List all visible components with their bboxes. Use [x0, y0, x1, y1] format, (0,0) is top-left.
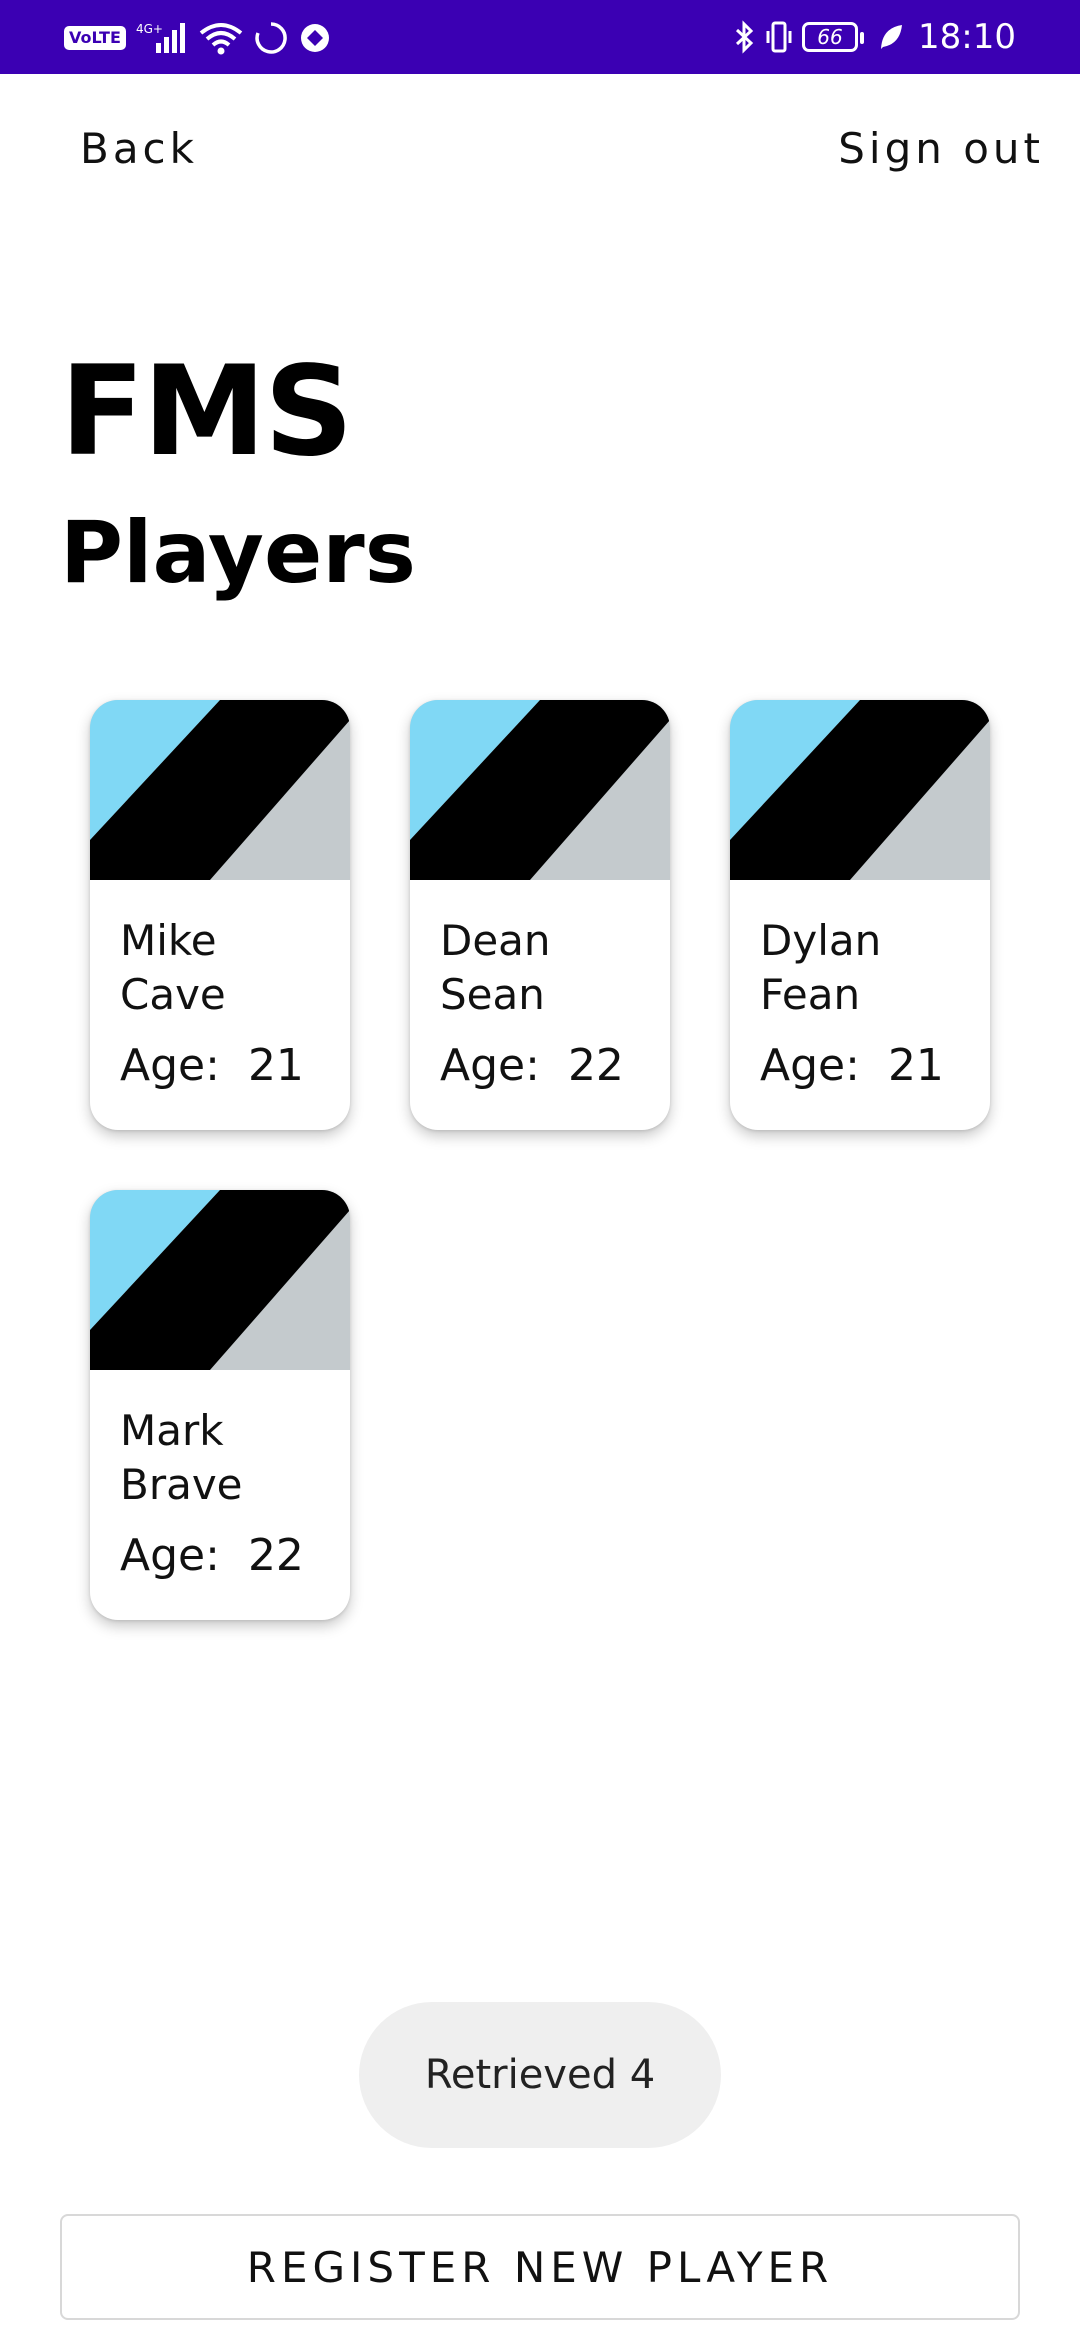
signal-icon: 4G+	[136, 21, 188, 55]
status-right: 66 18:10	[734, 14, 1016, 60]
player-last-name: Cave	[120, 970, 226, 1019]
battery-icon: 66	[802, 22, 865, 52]
player-photo	[410, 700, 670, 880]
player-last-name: Brave	[120, 1460, 243, 1509]
player-card[interactable]: Dean Sean Age: 22	[410, 700, 670, 1130]
player-photo	[730, 700, 990, 880]
leaf-icon	[878, 22, 904, 52]
player-card[interactable]: Mike Cave Age: 21	[90, 700, 350, 1130]
player-first-name: Mark	[120, 1406, 224, 1455]
back-button[interactable]: Back	[80, 124, 198, 173]
age-label: Age:	[440, 1040, 540, 1091]
battery-level: 66	[817, 25, 843, 49]
player-last-name: Sean	[440, 970, 545, 1019]
player-first-name: Dean	[440, 916, 551, 965]
age-label: Age:	[760, 1040, 860, 1091]
status-bar: VoLTE 4G+	[0, 0, 1080, 74]
player-photo	[90, 700, 350, 880]
page-subtitle: Players	[60, 503, 416, 603]
page-title: FMS	[60, 340, 353, 484]
age-label: Age:	[120, 1530, 220, 1581]
register-new-player-button[interactable]: REGISTER NEW PLAYER	[60, 2214, 1020, 2320]
player-photo	[90, 1190, 350, 1370]
bluetooth-icon	[734, 20, 756, 54]
loading-icon	[254, 21, 288, 55]
player-age: 22	[247, 1530, 304, 1581]
player-first-name: Dylan	[760, 916, 882, 965]
player-card[interactable]: Mark Brave Age: 22	[90, 1190, 350, 1620]
network-type-label: 4G+	[136, 22, 163, 36]
player-age: 21	[887, 1040, 944, 1091]
sign-out-button[interactable]: Sign out	[838, 124, 1044, 173]
volte-icon: VoLTE	[64, 26, 126, 50]
vibrate-icon	[766, 20, 792, 54]
player-last-name: Fean	[760, 970, 861, 1019]
app-icon	[298, 21, 332, 55]
status-left: VoLTE 4G+	[64, 18, 332, 58]
wifi-icon	[198, 21, 244, 55]
player-card[interactable]: Dylan Fean Age: 21	[730, 700, 990, 1130]
player-age: 22	[567, 1040, 624, 1091]
player-first-name: Mike	[120, 916, 217, 965]
top-app-bar: Back Sign out	[0, 110, 1080, 190]
age-label: Age:	[120, 1040, 220, 1091]
player-age: 21	[247, 1040, 304, 1091]
toast-message: Retrieved 4	[359, 2002, 721, 2148]
status-clock: 18:10	[918, 17, 1016, 57]
